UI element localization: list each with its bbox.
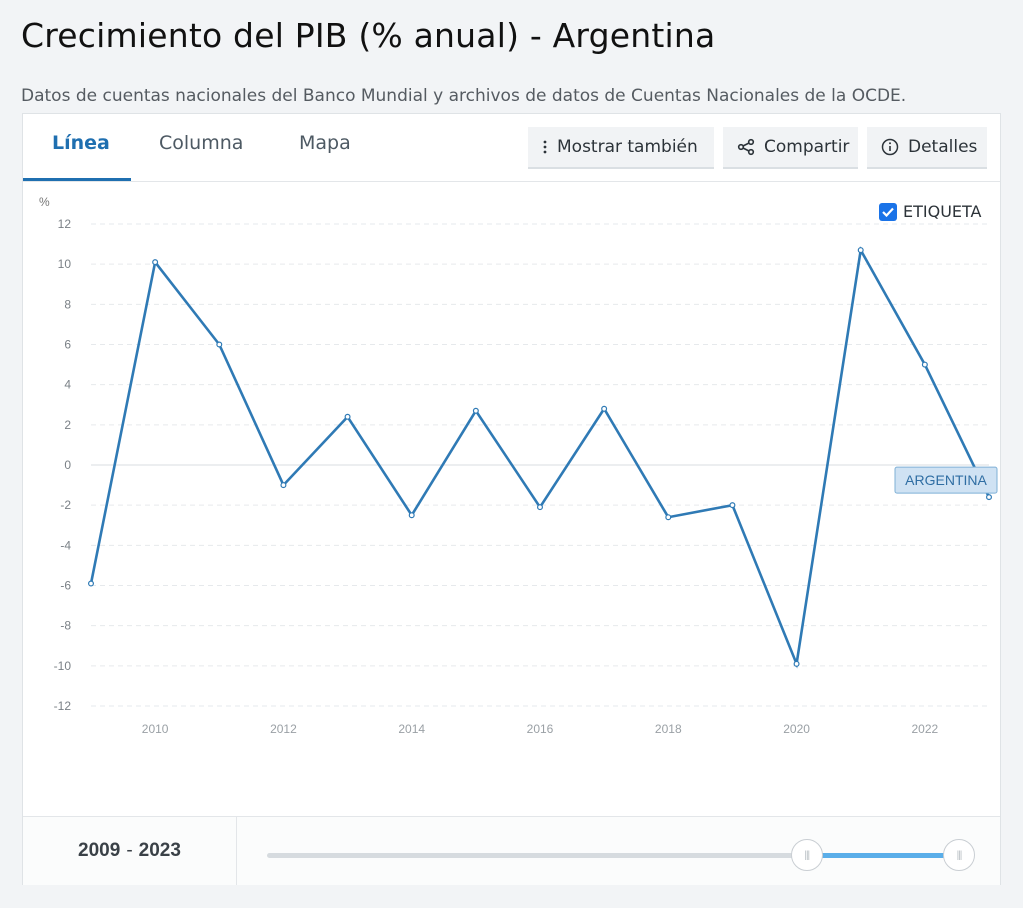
x-tick-label: 2014 <box>398 722 425 736</box>
range-separator: - <box>126 840 133 861</box>
y-tick-label: 12 <box>58 217 72 231</box>
y-tick-label: 10 <box>58 257 72 271</box>
series-label-text: ARGENTINA <box>905 472 987 488</box>
y-tick-label: -4 <box>60 538 71 552</box>
data-point <box>280 482 287 489</box>
data-point <box>857 247 864 254</box>
page-subtitle: Datos de cuentas nacionales del Banco Mu… <box>21 86 907 106</box>
series-line <box>89 246 991 669</box>
active-tab-indicator <box>23 178 131 181</box>
data-point <box>216 341 223 348</box>
y-tick-label: 0 <box>64 458 71 472</box>
y-tick-label: 2 <box>64 418 71 432</box>
chart-type-tabs: Línea Columna Mapa Mostrar también Compa… <box>23 114 1000 182</box>
data-point <box>601 405 608 412</box>
series-label-box <box>894 466 998 494</box>
y-tick-label: -6 <box>60 579 71 593</box>
range-slider-end-handle[interactable]: ||| <box>943 839 975 871</box>
more-vertical-icon <box>542 140 548 154</box>
x-tick-label: 2012 <box>270 722 297 736</box>
data-point <box>536 504 543 511</box>
info-icon <box>881 138 899 156</box>
details-label: Detalles <box>908 137 978 157</box>
range-slider-start-handle[interactable]: ||| <box>790 839 823 871</box>
data-point <box>729 502 736 509</box>
data-point <box>152 259 159 266</box>
x-tick-label: 2022 <box>912 722 939 736</box>
x-tick-label: 2016 <box>527 722 554 736</box>
page-title: Crecimiento del PIB (% anual) - Argentin… <box>21 16 716 55</box>
y-axis-unit-label: % <box>39 195 50 209</box>
data-point <box>344 413 351 420</box>
range-slider-track[interactable] <box>267 853 959 858</box>
chart-area: % 12 10 8 6 4 2 0 -2 -4 -6 -8 -10 -12 2010 2012 2014 2016… <box>23 182 1002 814</box>
range-start: 2009 <box>78 840 121 861</box>
tab-mapa[interactable]: Mapa <box>299 132 351 154</box>
tab-linea[interactable]: Línea <box>52 132 110 154</box>
y-tick-label: -12 <box>54 699 72 713</box>
show-also-button[interactable]: Mostrar también <box>528 127 714 169</box>
data-point <box>921 361 928 368</box>
range-slider-fill <box>806 853 959 858</box>
x-tick-label: 2018 <box>655 722 682 736</box>
y-tick-label: 8 <box>64 297 71 311</box>
data-point <box>472 407 479 414</box>
range-footer: 2009 - 2023 ||| ||| <box>23 816 1000 885</box>
data-point <box>985 494 992 501</box>
data-point <box>408 512 415 519</box>
y-tick-label: 4 <box>64 378 71 392</box>
data-point <box>665 514 672 521</box>
range-end: 2023 <box>138 840 181 861</box>
label-toggle[interactable]: ETIQUETA <box>879 202 982 221</box>
y-tick-label: -2 <box>60 498 71 512</box>
line-chart: % 12 10 8 6 4 2 0 -2 -4 -6 -8 -10 -12 2010 2012 2014 2016… <box>39 195 998 736</box>
details-button[interactable]: Detalles <box>867 127 987 169</box>
share-button[interactable]: Compartir <box>723 127 858 169</box>
share-label: Compartir <box>764 137 850 157</box>
x-tick-label: 2020 <box>783 722 810 736</box>
series-label-argentina: ARGENTINA <box>894 466 998 494</box>
y-tick-label: -10 <box>54 659 72 673</box>
data-point <box>793 660 800 667</box>
label-checkbox[interactable] <box>879 202 897 221</box>
y-tick-label: 6 <box>64 338 71 352</box>
tab-columna[interactable]: Columna <box>159 132 244 154</box>
share-icon <box>737 138 755 156</box>
chart-card: Línea Columna Mapa Mostrar también Compa… <box>22 113 1001 885</box>
show-also-label: Mostrar también <box>557 137 698 157</box>
year-range-label: 2009 - 2023 <box>23 817 237 885</box>
y-tick-label: -8 <box>60 619 71 633</box>
label-checkbox-text: ETIQUETA <box>903 202 982 221</box>
data-point <box>87 580 94 587</box>
x-tick-label: 2010 <box>142 722 169 736</box>
